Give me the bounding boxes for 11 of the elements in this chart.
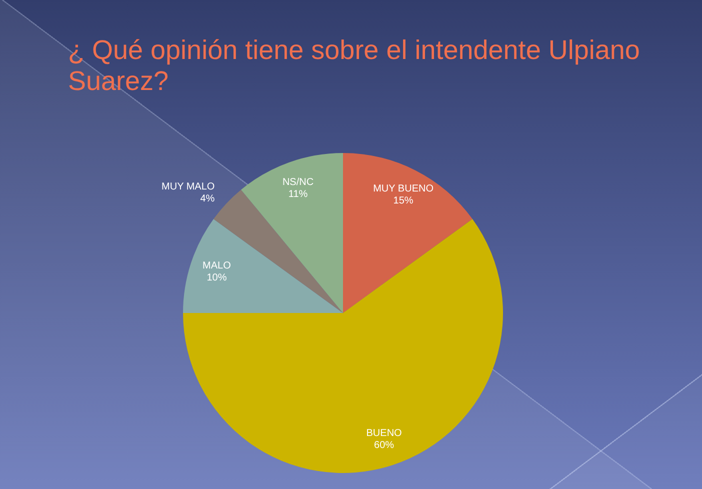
data-label: 60% — [374, 440, 394, 452]
data-label: 11% — [288, 188, 308, 200]
chart-title: ¿ Qué opinión tiene sobre el intendente Ulpiano Suarez? — [68, 35, 641, 97]
data-label: 15% — [393, 195, 414, 206]
data-label: 4% — [200, 193, 215, 204]
slice-label: BUENO — [366, 428, 402, 440]
data-label: 10% — [206, 272, 227, 284]
slice-label: MUY BUENO — [373, 183, 434, 194]
slice-label: NS/NC — [282, 176, 314, 188]
slice-label: MALO — [202, 260, 232, 272]
slice-label: MUY MALO — [162, 181, 215, 192]
